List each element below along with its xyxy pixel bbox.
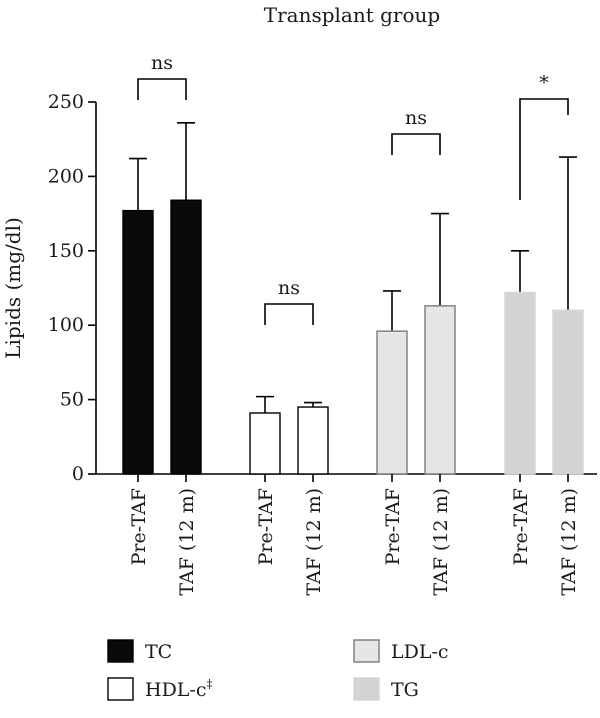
bar — [424, 305, 456, 475]
legend-swatch — [107, 639, 134, 663]
y-tick-label: 200 — [48, 165, 84, 187]
x-tick-label: TAF (12 m) — [303, 488, 325, 596]
bar — [552, 309, 584, 475]
bar — [504, 291, 536, 475]
x-axis-ticks: Pre-TAF TAF (12 m) Pre-TAF TAF (12 m) Pre-TA… — [128, 474, 580, 596]
significance-bracket — [264, 303, 314, 325]
significance-label: ns — [151, 52, 173, 74]
y-tick-label: 0 — [72, 463, 84, 485]
significance-label: * — [539, 72, 549, 94]
x-tick-label: TAF (12 m) — [430, 488, 452, 596]
significance-bracket — [137, 78, 187, 100]
legend-label: TG — [391, 679, 419, 701]
bar — [297, 406, 329, 475]
legend-swatch — [107, 677, 134, 701]
x-tick-label: Pre-TAF — [255, 488, 277, 565]
bar — [249, 412, 281, 475]
legend-label: LDL-c — [391, 641, 449, 663]
y-tick-label: 250 — [48, 91, 84, 113]
legend-swatch — [353, 639, 380, 663]
x-tick-label: TAF (12 m) — [558, 488, 580, 596]
legend: TC HDL-c‡ LDL-c TG — [107, 639, 449, 701]
x-tick-label: Pre-TAF — [128, 488, 150, 565]
y-axis-ticks: 0 50 100 150 200 250 — [48, 91, 96, 485]
significance-label: ns — [278, 277, 300, 299]
chart-title: Transplant group — [264, 3, 440, 27]
significance-brackets: ns ns ns * — [137, 52, 569, 325]
x-tick-label: TAF (12 m) — [176, 488, 198, 596]
legend-swatch — [353, 677, 380, 701]
significance-bracket — [519, 98, 569, 200]
significance-label: ns — [405, 107, 427, 129]
x-tick-label: Pre-TAF — [510, 488, 532, 565]
bar — [122, 209, 154, 475]
y-tick-label: 100 — [48, 314, 84, 336]
y-axis-label: Lipids (mg/dl) — [1, 217, 25, 359]
bar — [170, 199, 202, 475]
x-tick-label: Pre-TAF — [382, 488, 404, 565]
significance-bracket — [391, 133, 441, 155]
legend-label: HDL-c‡ — [145, 677, 212, 701]
bars-layer — [122, 122, 584, 475]
y-tick-label: 150 — [48, 240, 84, 262]
legend-label: TC — [145, 641, 172, 663]
bar — [376, 330, 408, 475]
y-tick-label: 50 — [60, 389, 84, 411]
